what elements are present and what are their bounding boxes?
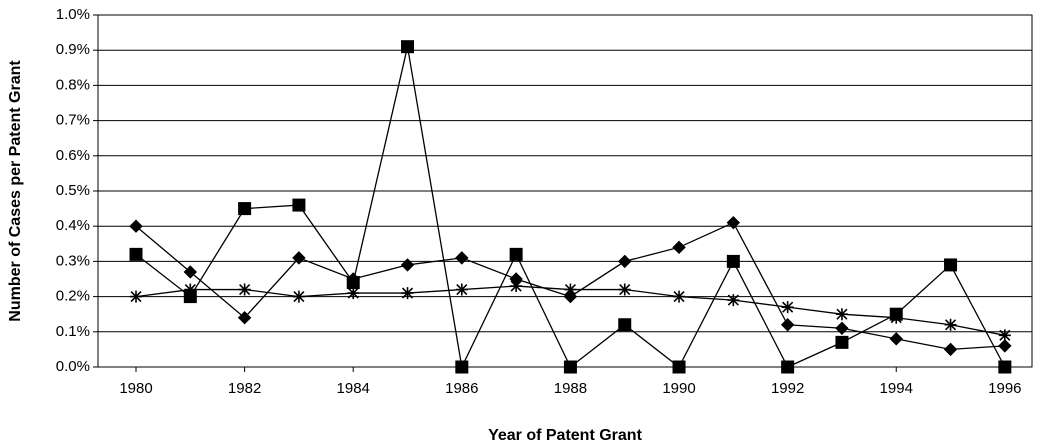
marker	[346, 276, 360, 290]
marker	[401, 40, 415, 54]
marker	[672, 360, 686, 374]
marker	[998, 360, 1012, 374]
series-line	[135, 46, 1006, 370]
x-tick-label: 1990	[662, 380, 695, 397]
marker	[129, 219, 143, 233]
marker	[238, 283, 251, 296]
y-tick-label: 0.6%	[56, 147, 90, 164]
y-tick-label: 0.0%	[56, 358, 90, 375]
y-tick-label: 0.4%	[56, 217, 90, 234]
marker	[510, 280, 523, 293]
marker	[184, 283, 197, 296]
marker	[292, 251, 306, 265]
marker	[455, 283, 468, 296]
marker	[618, 283, 631, 296]
marker	[237, 311, 252, 325]
x-tick-label: 1980	[119, 380, 152, 397]
marker	[835, 308, 848, 321]
marker	[509, 247, 523, 261]
marker	[238, 202, 252, 216]
marker	[292, 290, 305, 303]
marker	[292, 198, 306, 212]
x-tick-label: 1982	[228, 380, 261, 397]
marker	[672, 240, 686, 255]
marker	[183, 265, 198, 279]
marker	[563, 360, 577, 374]
marker	[130, 290, 143, 303]
marker	[727, 294, 740, 307]
x-tick-label: 1994	[880, 380, 913, 397]
marker	[835, 321, 849, 335]
marker	[944, 258, 958, 272]
marker	[726, 215, 741, 230]
marker	[944, 318, 957, 331]
marker	[998, 329, 1011, 342]
marker	[401, 287, 414, 300]
marker	[726, 254, 740, 268]
marker	[835, 335, 849, 349]
marker	[564, 283, 577, 296]
marker	[129, 247, 143, 261]
x-tick-label: 1988	[554, 380, 587, 397]
marker	[673, 290, 686, 303]
marker	[618, 318, 632, 332]
marker	[889, 332, 903, 346]
y-tick-label: 0.7%	[56, 112, 90, 129]
marker	[780, 318, 795, 332]
marker	[781, 360, 795, 374]
y-tick-label: 0.5%	[56, 182, 90, 199]
x-tick-label: 1996	[988, 380, 1021, 397]
y-tick-label: 0.9%	[56, 41, 90, 58]
y-axis-title: Number of Cases per Patent Grant	[7, 60, 24, 322]
marker	[618, 254, 632, 269]
marker	[781, 301, 794, 314]
marker	[943, 342, 958, 357]
marker	[400, 258, 415, 272]
x-tick-label: 1984	[337, 380, 370, 397]
x-tick-label: 1992	[771, 380, 804, 397]
marker	[890, 311, 903, 324]
marker	[998, 339, 1012, 353]
y-tick-label: 0.8%	[56, 76, 90, 93]
x-tick-label: 1986	[445, 380, 478, 397]
marker	[347, 287, 360, 300]
marker	[455, 360, 469, 374]
y-tick-label: 0.1%	[56, 323, 90, 340]
y-tick-label: 0.3%	[56, 252, 90, 269]
y-tick-label: 0.2%	[56, 288, 90, 305]
marker	[455, 251, 469, 265]
y-tick-label: 1.0%	[56, 6, 90, 23]
x-axis-title: Year of Patent Grant	[488, 427, 642, 444]
